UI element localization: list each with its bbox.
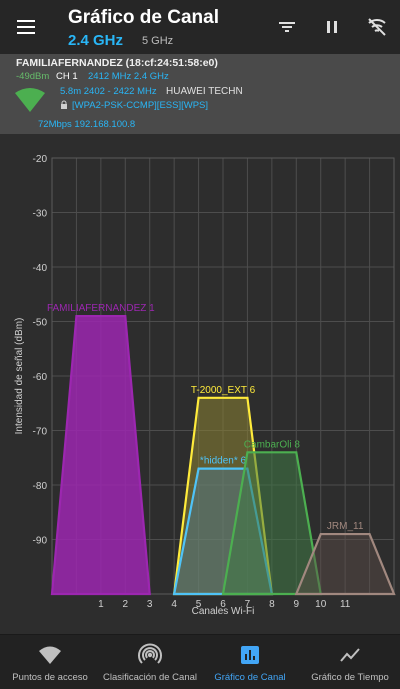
x-tick-label: 6 — [220, 599, 226, 610]
connected-ap-info[interactable]: FAMILIAFERNANDEZ (18:cf:24:51:58:e0) -49… — [0, 54, 400, 134]
x-tick-label: 1 — [98, 599, 104, 610]
series-label: T-2000_EXT 6 — [191, 385, 256, 396]
ap-ssid: FAMILIAFERNANDEZ (18:cf:24:51:58:e0) — [16, 57, 218, 69]
x-tick-label: 5 — [196, 599, 202, 610]
page-title: Gráfico de Canal — [68, 7, 219, 28]
nav-item-access-points[interactable]: Puntos de acceso — [0, 635, 100, 689]
line-chart-icon — [340, 648, 360, 662]
series-area — [50, 314, 151, 596]
x-tick-label: 2 — [123, 599, 129, 610]
ap-link-info: 72Mbps 192.168.100.8 — [38, 119, 136, 130]
x-tick-label: 11 — [340, 599, 351, 610]
band-5ghz-tab[interactable]: 5 GHz — [142, 35, 174, 47]
pause-icon[interactable] — [319, 14, 345, 40]
toolbar: Gráfico de Canal 2.4 GHz 5 GHz — [0, 0, 400, 54]
y-tick-label: -30 — [33, 209, 48, 220]
x-tick-label: 9 — [294, 599, 300, 610]
x-tick-label: 8 — [269, 599, 275, 610]
wifi-off-icon[interactable] — [364, 14, 390, 40]
series-area — [221, 451, 323, 596]
y-tick-label: -70 — [33, 427, 48, 438]
y-axis-label: Intensidad de señal (dBm) — [14, 318, 25, 435]
nav-item-time-graph[interactable]: Gráfico de Tiempo — [300, 635, 400, 689]
nav-label: Gráfico de Tiempo — [311, 672, 389, 683]
y-tick-label: -40 — [33, 263, 48, 274]
nav-item-channel-rating[interactable]: Clasificación de Canal — [100, 635, 200, 689]
y-tick-label: -60 — [33, 372, 48, 383]
series-label: CambarOli 8 — [244, 439, 301, 450]
x-axis-label: Canales Wi-Fi — [192, 606, 255, 617]
y-tick-label: -20 — [33, 154, 48, 165]
ap-capabilities: [WPA2-PSK-CCMP][ESS][WPS] — [72, 100, 209, 111]
ap-range: 5.8m 2402 - 2422 MHz — [60, 86, 157, 97]
nav-label: Clasificación de Canal — [103, 672, 197, 683]
series-label: FAMILIAFERNANDEZ 1 — [47, 303, 155, 314]
series-area — [294, 532, 396, 596]
signal-icon — [138, 643, 162, 664]
y-tick-label: -50 — [33, 318, 48, 329]
y-tick-label: -80 — [33, 481, 48, 492]
y-tick-label: -90 — [33, 536, 48, 547]
nav-item-channel-graph[interactable]: Gráfico de Canal — [200, 635, 300, 689]
x-tick-label: 10 — [315, 599, 327, 610]
x-tick-label: 4 — [171, 599, 177, 610]
bar-chart-icon — [241, 646, 259, 664]
channel-graph-svg: -20 -30 -40 -50 -60 -70 -80 -90 1 2 3 4 5 6 7 8 9 10 11 Can… — [14, 154, 396, 617]
menu-icon[interactable] — [10, 12, 42, 42]
wifi-icon — [39, 646, 61, 664]
wifi-signal-icon — [15, 88, 45, 112]
x-tick-label: 3 — [147, 599, 153, 610]
nav-label: Puntos de acceso — [12, 672, 88, 683]
series-label: JRM_11 — [327, 521, 364, 532]
x-tick-label: 7 — [245, 599, 251, 610]
ap-vendor: HUAWEI TECHN — [166, 86, 243, 97]
series-label: *hidden* 6 — [200, 456, 247, 467]
lock-icon — [61, 100, 67, 109]
ap-signal-strength: -49dBm — [16, 71, 50, 82]
bottom-navigation: Puntos de acceso Clasificación de Canal … — [0, 634, 400, 689]
ap-channel: CH 1 — [56, 71, 78, 82]
band-2-4ghz-tab[interactable]: 2.4 GHz — [68, 32, 124, 49]
filter-icon[interactable] — [274, 14, 300, 40]
nav-label: Gráfico de Canal — [214, 672, 286, 683]
channel-graph: -20 -30 -40 -50 -60 -70 -80 -90 1 2 3 4 5 6 7 8 9 10 11 Can… — [0, 134, 400, 634]
ap-frequency: 2412 MHz 2.4 GHz — [88, 71, 169, 82]
